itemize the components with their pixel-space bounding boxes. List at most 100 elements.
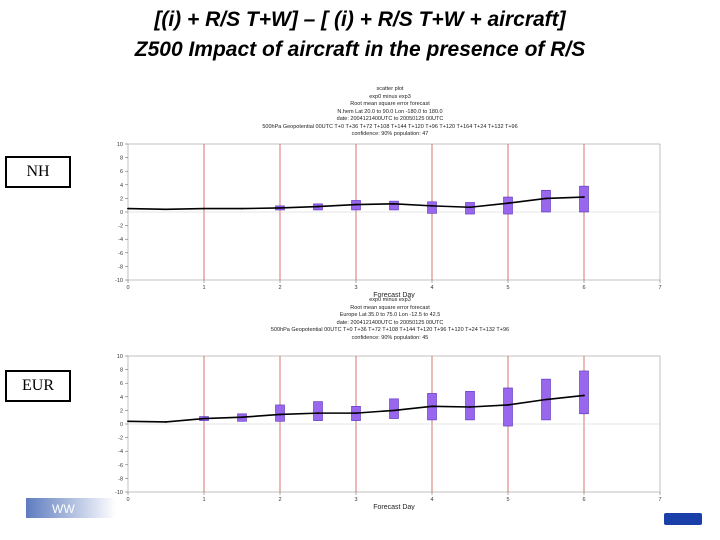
header-line: Europe Lat 35.0 to 75.0 Lon -12.5 to 42.… bbox=[339, 312, 441, 318]
x-tick-label: 1 bbox=[202, 497, 205, 503]
x-tick-label: 6 bbox=[582, 497, 585, 503]
confidence-box bbox=[579, 185, 589, 213]
y-tick-label: -6 bbox=[118, 463, 123, 469]
confidence-box bbox=[313, 401, 323, 421]
y-tick-label: 2 bbox=[120, 408, 123, 414]
data-point bbox=[545, 197, 547, 200]
x-tick-label: 0 bbox=[126, 497, 129, 503]
header-line: exp0 minus exp3 bbox=[369, 297, 411, 303]
x-tick-label: 6 bbox=[582, 285, 585, 291]
x-axis-label: Forecast Day bbox=[373, 504, 415, 510]
y-tick-label: -10 bbox=[115, 278, 123, 284]
y-tick-label: 8 bbox=[120, 156, 123, 162]
x-tick-label: 3 bbox=[354, 497, 357, 503]
chart-header-eur: exp0 minus exp3 Root mean square error f… bbox=[120, 297, 660, 342]
data-point bbox=[241, 416, 243, 419]
data-point bbox=[203, 417, 205, 420]
confidence-box bbox=[465, 202, 475, 215]
y-tick-label: -4 bbox=[118, 449, 123, 455]
data-point bbox=[355, 203, 357, 206]
region-label-nh: NH bbox=[5, 156, 71, 188]
data-point bbox=[469, 406, 471, 408]
header-line: date: 2004121400UTC to 20050125 00UTC bbox=[336, 319, 444, 326]
x-tick-label: 1 bbox=[202, 285, 205, 291]
x-tick-label: 5 bbox=[506, 497, 509, 503]
y-tick-label: 6 bbox=[120, 381, 123, 387]
header-line: Root mean square error forecast bbox=[350, 101, 430, 107]
x-tick-label: 2 bbox=[278, 497, 281, 503]
title-line-1: [(i) + R/S T+W] – [ (i) + R/S T+W + airc… bbox=[154, 8, 566, 31]
confidence-box bbox=[503, 387, 513, 427]
y-tick-label: -10 bbox=[115, 490, 123, 496]
data-point bbox=[431, 204, 433, 207]
y-tick-label: 0 bbox=[120, 422, 123, 428]
x-tick-label: 3 bbox=[354, 285, 357, 291]
x-tick-label: 4 bbox=[430, 497, 433, 503]
data-point bbox=[583, 196, 585, 198]
confidence-box bbox=[389, 200, 399, 211]
x-tick-label: 0 bbox=[126, 285, 129, 291]
y-tick-label: 0 bbox=[120, 210, 123, 216]
header-line: confidence: 90% population: 47 bbox=[351, 131, 429, 137]
confidence-box bbox=[389, 398, 399, 419]
y-tick-label: 2 bbox=[120, 196, 123, 202]
data-point bbox=[469, 206, 471, 209]
y-tick-label: 6 bbox=[120, 169, 123, 175]
y-tick-label: 10 bbox=[117, 354, 123, 360]
data-point bbox=[393, 202, 395, 205]
data-point bbox=[127, 207, 129, 210]
data-point bbox=[507, 404, 509, 406]
y-tick-label: -8 bbox=[118, 264, 123, 270]
header-line: 500hPa Geopotential 00UTC T+0 T+36 T+72 … bbox=[270, 327, 510, 333]
header-line: Root mean square error forecast bbox=[350, 304, 430, 311]
data-point bbox=[355, 412, 357, 415]
x-axis-label: Forecast Day bbox=[373, 292, 415, 298]
footer-text: WW bbox=[52, 502, 75, 516]
header-line: date: 2004121400UTC to 20050125 00UTC bbox=[336, 116, 444, 122]
header-line: N.hem Lat 20.0 to 90.0 Lon -180.0 to 180… bbox=[337, 108, 443, 115]
y-tick-label: -8 bbox=[118, 476, 123, 482]
y-tick-label: 4 bbox=[120, 183, 123, 189]
x-tick-label: 7 bbox=[658, 285, 661, 291]
header-line: confidence: 90% population: 45 bbox=[351, 334, 429, 341]
data-point bbox=[165, 208, 167, 211]
data-point bbox=[165, 421, 167, 423]
x-tick-label: 7 bbox=[658, 497, 661, 503]
data-point bbox=[507, 202, 509, 205]
chart-header-nh: scatter plot exp0 minus exp3 Root mean s… bbox=[120, 86, 660, 139]
y-tick-label: 8 bbox=[120, 368, 123, 374]
y-tick-label: -2 bbox=[118, 436, 123, 442]
y-tick-label: -2 bbox=[118, 224, 123, 230]
confidence-box bbox=[541, 189, 551, 213]
title-line-2: Z500 Impact of aircraft in the presence … bbox=[134, 38, 586, 61]
y-tick-label: -6 bbox=[118, 251, 123, 257]
header-line: exp0 minus exp3 bbox=[369, 93, 411, 100]
data-point bbox=[317, 412, 319, 415]
y-tick-label: 4 bbox=[120, 395, 123, 401]
confidence-box bbox=[503, 196, 513, 215]
data-point bbox=[241, 207, 243, 210]
region-label-eur: EUR bbox=[5, 370, 71, 402]
data-point bbox=[545, 398, 547, 401]
data-point bbox=[317, 205, 319, 208]
footer-bar bbox=[26, 498, 116, 518]
x-tick-label: 2 bbox=[278, 285, 281, 291]
data-point bbox=[279, 413, 281, 416]
y-tick-label: 10 bbox=[117, 142, 123, 148]
confidence-box bbox=[275, 404, 285, 422]
confidence-box bbox=[579, 370, 589, 415]
x-tick-label: 5 bbox=[506, 285, 509, 291]
data-point bbox=[583, 394, 585, 397]
data-point bbox=[127, 420, 129, 423]
confidence-box bbox=[465, 391, 475, 421]
data-point bbox=[393, 409, 395, 412]
x-tick-label: 4 bbox=[430, 285, 433, 291]
header-line: 500hPa Geopotential 00UTC T+0 T+36 T+72 … bbox=[262, 123, 518, 130]
data-point bbox=[431, 405, 433, 408]
data-point bbox=[203, 207, 205, 210]
corner-logo bbox=[664, 513, 702, 525]
confidence-box bbox=[427, 201, 437, 214]
y-tick-label: -4 bbox=[118, 237, 123, 243]
